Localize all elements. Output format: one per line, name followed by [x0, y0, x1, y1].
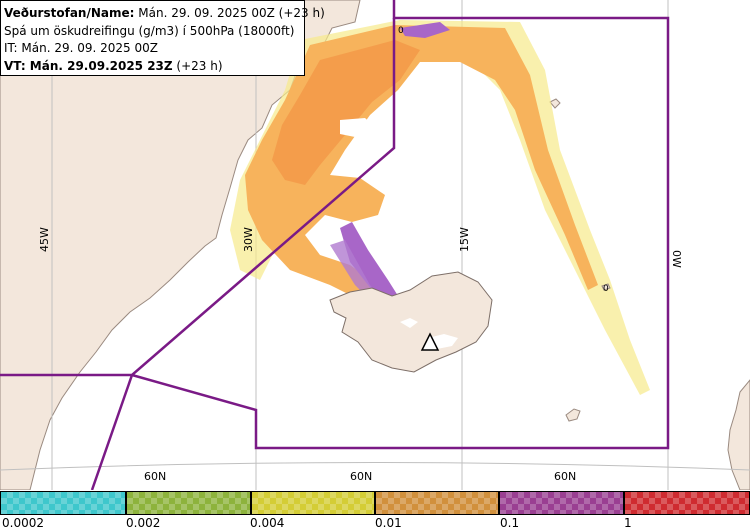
legend-bin-4	[375, 491, 499, 515]
volcano-marker	[420, 332, 440, 351]
agency-name: Veðurstofan/Name:	[4, 6, 135, 20]
norway-coast	[727, 379, 750, 490]
meridian-label-15w: 15W	[458, 227, 471, 252]
legend-bin-2	[126, 491, 251, 515]
meridian-label-30w: 30W	[242, 227, 255, 252]
valid-time: VT: Mán. 29.09.2025 23Z	[4, 58, 173, 73]
legend-tick-1: 0.002	[126, 516, 161, 530]
contour-label-1: 0	[398, 26, 404, 36]
info-line-4: VT: Mán. 29.09.2025 23Z (+23 h)	[4, 58, 304, 76]
legend-tick-5: 1	[624, 516, 632, 530]
legend-bin-5	[499, 491, 624, 515]
color-scale-legend: 0.0002 0.002 0.004 0.01 0.1 1	[0, 491, 750, 532]
fir-boundary	[0, 0, 670, 490]
jan-mayen	[601, 283, 611, 291]
faroe-islands	[565, 408, 581, 422]
valid-offset: (+23 h)	[172, 58, 223, 73]
legend-tick-0: 0.0002	[2, 516, 44, 530]
parallel-label-1: 60N	[144, 470, 166, 483]
meridian-label-0w: 0W	[670, 250, 683, 268]
ash-plume	[230, 20, 650, 395]
parallel-label-2: 60N	[350, 470, 372, 483]
ash-dispersion-map: 45W 30W 15W 0W 60N 60N 60N 0 0	[0, 0, 750, 490]
legend-bin-3	[251, 491, 375, 515]
contour-label-2: 0	[603, 284, 609, 294]
forecast-info-box: Veðurstofan/Name: Mán. 29. 09. 2025 00Z …	[0, 0, 325, 76]
legend-tick-2: 0.004	[250, 516, 285, 530]
parallel-label-3: 60N	[554, 470, 576, 483]
legend-bin-6	[624, 491, 750, 515]
legend-tick-3: 0.01	[375, 516, 402, 530]
islet	[549, 98, 561, 109]
legend-bin-1	[0, 491, 126, 515]
run-time: Mán. 29. 09. 2025 00Z (+23 h)	[134, 6, 325, 20]
info-line-1: Veðurstofan/Name: Mán. 29. 09. 2025 00Z …	[4, 5, 325, 23]
info-line-2: Spá um öskudreifingu (g/m3) í 500hPa (18…	[4, 23, 295, 38]
info-line-3: IT: Mán. 29. 09. 2025 00Z	[4, 41, 158, 55]
legend-tick-4: 0.1	[500, 516, 520, 530]
meridian-label-45w: 45W	[38, 227, 51, 252]
